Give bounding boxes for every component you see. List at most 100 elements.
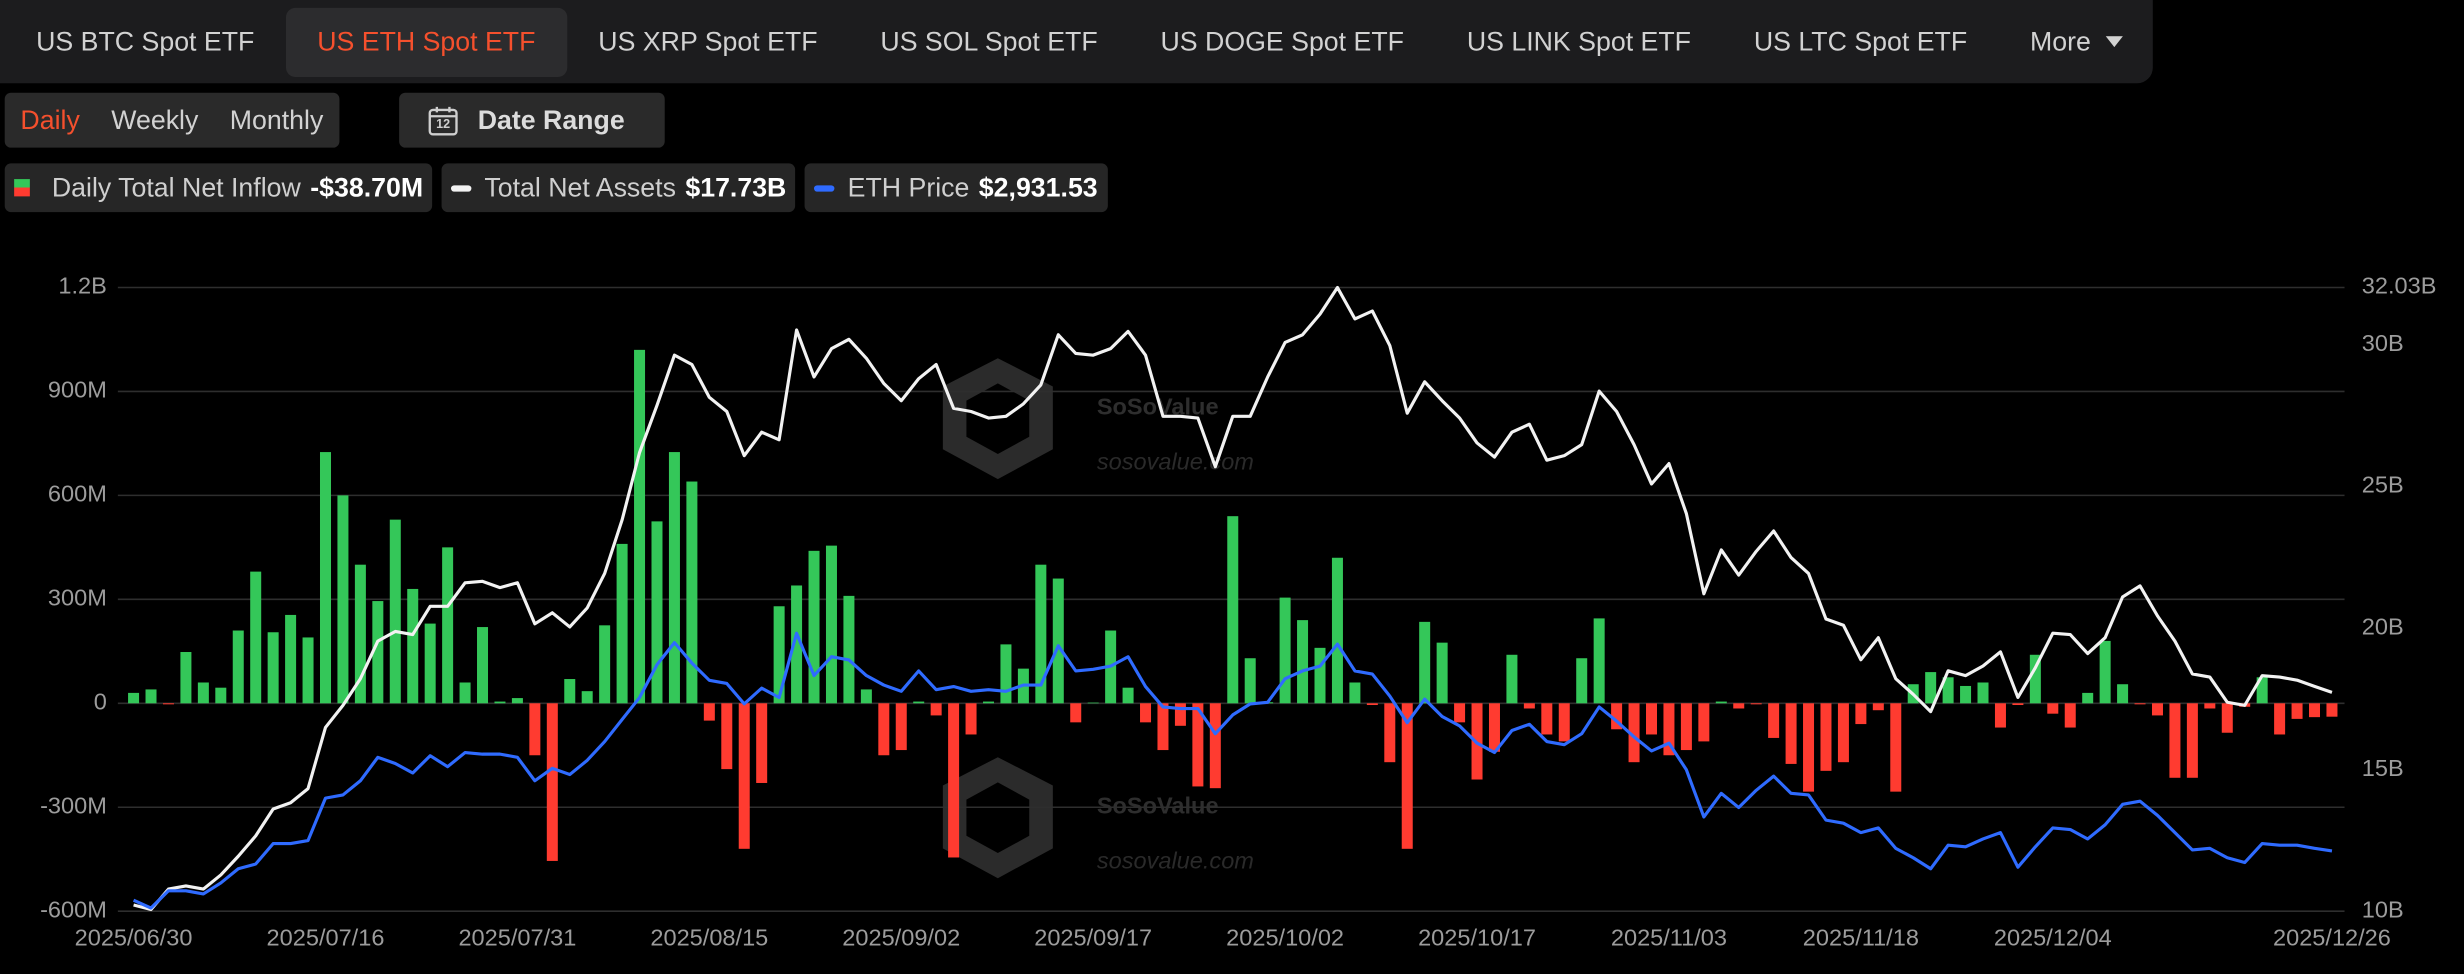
bar — [2274, 703, 2286, 735]
tab[interactable]: US DOGE Spot ETF — [1129, 7, 1435, 76]
bar — [1715, 701, 1727, 704]
bar — [407, 588, 419, 704]
tab-label: US LINK Spot ETF — [1466, 25, 1692, 56]
bar — [1314, 647, 1326, 704]
legend-value: -$38.70M — [310, 172, 424, 202]
legend-value: $2,931.53 — [978, 172, 1098, 202]
bar — [1558, 703, 1570, 742]
bar — [1157, 703, 1169, 751]
bar — [1820, 703, 1832, 771]
bar — [982, 701, 994, 704]
y-tick-label: 300M — [48, 585, 107, 611]
line-series — [132, 631, 2333, 910]
bar — [2151, 703, 2163, 716]
bar — [285, 614, 297, 704]
tab[interactable]: US BTC Spot ETF — [5, 7, 286, 76]
bar — [668, 452, 680, 704]
bar — [354, 564, 366, 704]
bar — [1646, 703, 1658, 735]
bar — [878, 703, 890, 756]
bar — [459, 682, 471, 704]
tab[interactable]: More — [1999, 7, 2154, 76]
date-range-button[interactable]: 12 Date Range — [399, 92, 665, 148]
legend-item[interactable]: Total Net Assets $17.73B — [441, 163, 796, 213]
watermark: SoSoValue sosovalue.com SoSoValue sosova… — [942, 358, 1254, 879]
bar — [1279, 597, 1291, 704]
bar — [895, 703, 907, 751]
bar — [1174, 703, 1186, 726]
bar — [1488, 703, 1500, 752]
bar — [1035, 564, 1047, 704]
y-tick-label: -600M — [40, 896, 107, 922]
y2-tick-label: 25B — [2362, 472, 2404, 498]
y-tick-label: 900M — [48, 377, 107, 403]
dropdown-caret — [2105, 36, 2123, 48]
watermark-url: sosovalue.com — [1097, 848, 1254, 874]
tab[interactable]: US LTC Spot ETF — [1722, 7, 1998, 76]
bar — [2169, 703, 2181, 778]
legend-name: Total Net Assets — [484, 172, 676, 202]
bar — [442, 547, 454, 704]
caret-shape — [2105, 36, 2123, 48]
legend-name: Daily Total Net Inflow — [51, 172, 301, 202]
bar — [2047, 703, 2059, 714]
bar — [1384, 703, 1396, 763]
bar — [1768, 703, 1780, 738]
bar — [599, 625, 611, 704]
bar — [494, 701, 506, 704]
tab[interactable]: US ETH Spot ETF — [285, 7, 567, 77]
bar — [756, 703, 768, 783]
bar — [1925, 672, 1937, 704]
y2-tick-label: 32.03B — [2362, 273, 2437, 299]
bar — [2012, 703, 2024, 706]
legend-icon — [14, 179, 30, 197]
bar — [721, 703, 733, 770]
period-option[interactable]: Daily — [20, 104, 80, 135]
tab[interactable]: US XRP Spot ETF — [567, 7, 849, 76]
x-tick-label: 2025/11/03 — [1611, 925, 1727, 951]
bar — [1977, 682, 1989, 704]
bar — [180, 652, 192, 704]
x-tick-label: 2025/09/17 — [1034, 925, 1152, 951]
bar — [1541, 703, 1553, 735]
calendar-day: 12 — [436, 116, 450, 130]
bar — [2099, 640, 2111, 704]
bar — [1733, 703, 1745, 709]
tab[interactable]: US SOL Spot ETF — [849, 7, 1129, 76]
x-tick-label: 2025/10/02 — [1226, 925, 1344, 951]
tab[interactable]: US LINK Spot ETF — [1435, 7, 1722, 76]
legend: Daily Total Net Inflow -$38.70M Total Net … — [4, 163, 1108, 213]
bar — [1994, 703, 2006, 728]
bar — [1663, 703, 1675, 756]
bar — [2064, 703, 2076, 728]
bar — [2291, 703, 2303, 719]
x-tick-label: 2025/09/02 — [842, 925, 960, 951]
bar — [1454, 703, 1466, 723]
x-tick-label: 2025/08/15 — [650, 925, 768, 951]
period-option[interactable]: Monthly — [229, 104, 324, 135]
period-option[interactable]: Weekly — [111, 104, 199, 135]
watermark-brand: SoSoValue — [1097, 793, 1219, 819]
tab-label: US XRP Spot ETF — [598, 25, 818, 56]
bar — [948, 703, 960, 858]
bar — [634, 349, 646, 704]
legend-name: ETH Price — [847, 172, 970, 202]
bar — [529, 703, 541, 756]
bar — [1872, 703, 1884, 711]
tab-label: US ETH Spot ETF — [317, 25, 536, 56]
bar — [1192, 703, 1204, 787]
bar — [2221, 703, 2233, 733]
bar — [1297, 620, 1309, 704]
legend-item[interactable]: Daily Total Net Inflow -$38.70M — [4, 163, 433, 213]
bar — [215, 687, 227, 704]
bar — [1628, 703, 1640, 763]
bar — [1942, 677, 1954, 704]
bar — [1960, 685, 1972, 704]
bar — [773, 606, 785, 704]
y-tick-label: 0 — [94, 689, 107, 715]
bar — [2204, 703, 2216, 709]
bar — [1244, 658, 1256, 704]
tab-label: US SOL Spot ETF — [880, 25, 1098, 56]
legend-item[interactable]: ETH Price $2,931.53 — [805, 163, 1108, 213]
